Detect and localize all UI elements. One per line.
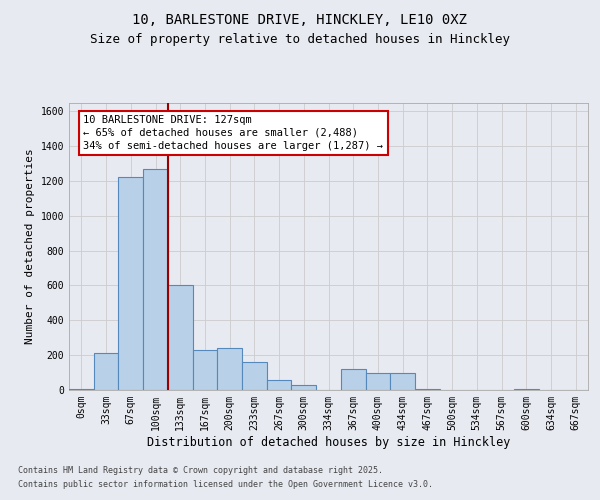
Y-axis label: Number of detached properties: Number of detached properties xyxy=(25,148,35,344)
Bar xyxy=(365,372,390,390)
Text: 10, BARLESTONE DRIVE, HINCKLEY, LE10 0XZ: 10, BARLESTONE DRIVE, HINCKLEY, LE10 0XZ xyxy=(133,12,467,26)
Bar xyxy=(267,380,292,390)
Bar xyxy=(217,348,242,390)
Bar xyxy=(341,369,365,390)
Bar xyxy=(69,389,94,390)
Text: 10 BARLESTONE DRIVE: 127sqm
← 65% of detached houses are smaller (2,488)
34% of : 10 BARLESTONE DRIVE: 127sqm ← 65% of det… xyxy=(83,114,383,151)
X-axis label: Distribution of detached houses by size in Hinckley: Distribution of detached houses by size … xyxy=(147,436,510,448)
Text: Contains public sector information licensed under the Open Government Licence v3: Contains public sector information licen… xyxy=(18,480,433,489)
Text: Contains HM Land Registry data © Crown copyright and database right 2025.: Contains HM Land Registry data © Crown c… xyxy=(18,466,383,475)
Bar xyxy=(415,389,440,390)
Bar xyxy=(168,286,193,390)
Bar xyxy=(143,168,168,390)
Bar xyxy=(94,354,118,390)
Bar xyxy=(118,178,143,390)
Bar xyxy=(292,385,316,390)
Bar xyxy=(390,372,415,390)
Bar xyxy=(514,389,539,390)
Text: Size of property relative to detached houses in Hinckley: Size of property relative to detached ho… xyxy=(90,32,510,46)
Bar xyxy=(242,362,267,390)
Bar xyxy=(193,350,217,390)
